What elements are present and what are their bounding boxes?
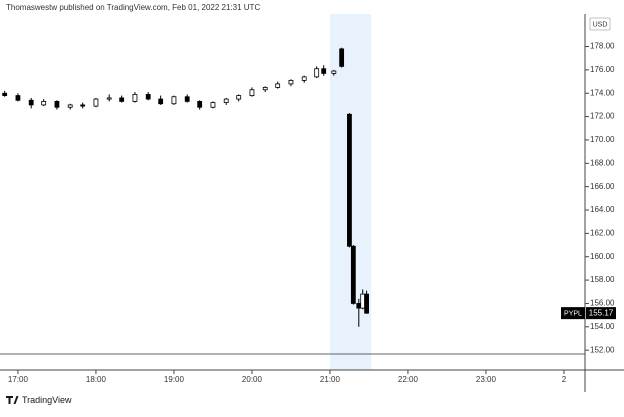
y-tick-label: 152.00 xyxy=(590,345,615,354)
y-tick-label: 168.00 xyxy=(590,158,615,167)
candle-body xyxy=(80,104,86,107)
candle-body xyxy=(54,101,60,108)
x-tick-label: 17:00 xyxy=(8,375,29,384)
x-tick-label: 21:00 xyxy=(320,375,341,384)
y-tick-label: 170.00 xyxy=(590,135,615,144)
header-text: Thomaswestw published on TradingView.com… xyxy=(6,3,260,12)
candle-body xyxy=(28,99,34,106)
currency-label: USD xyxy=(593,21,608,28)
y-tick-label: 174.00 xyxy=(590,88,615,97)
candle-body xyxy=(321,68,327,74)
y-tick-label: 154.00 xyxy=(590,322,615,331)
y-tick-label: 172.00 xyxy=(590,112,615,121)
x-tick-label: 20:00 xyxy=(242,375,263,384)
candle-body xyxy=(41,101,47,106)
symbol-label: PYPL xyxy=(564,310,582,317)
candle-body xyxy=(171,96,177,105)
y-tick-label: 158.00 xyxy=(590,275,615,284)
logo-icon xyxy=(6,396,19,404)
candle-body xyxy=(339,48,345,67)
y-tick-label: 160.00 xyxy=(590,252,615,261)
footer-brand: TradingView xyxy=(22,395,72,405)
plot-area xyxy=(2,14,372,370)
candle-body xyxy=(360,293,366,309)
candle-body xyxy=(288,80,294,85)
candle-body xyxy=(145,94,151,100)
candle-body xyxy=(301,76,307,81)
candle-body xyxy=(262,87,268,91)
candle-body xyxy=(132,94,138,102)
candle-body xyxy=(119,97,125,102)
candle-body xyxy=(93,98,99,107)
currency-box xyxy=(589,17,611,31)
y-tick-label: 166.00 xyxy=(590,182,615,191)
price-label: 155.17 xyxy=(589,309,614,318)
candle-body xyxy=(236,95,242,100)
y-tick-label: 178.00 xyxy=(590,42,615,51)
y-tick-label: 164.00 xyxy=(590,205,615,214)
footer-logo: TradingView xyxy=(6,395,72,405)
candle-body xyxy=(223,98,229,103)
candle-body xyxy=(364,293,370,314)
price-tag xyxy=(586,307,616,320)
candle-body xyxy=(356,303,362,309)
candle-body xyxy=(2,92,8,96)
candle-body xyxy=(314,68,320,78)
candle-body xyxy=(184,96,190,102)
candle-body xyxy=(106,97,112,100)
candle-body xyxy=(331,70,337,74)
candle-body xyxy=(158,98,164,105)
symbol-tag xyxy=(561,307,585,320)
candle-body xyxy=(15,95,21,101)
candle-body xyxy=(249,89,255,96)
candle-body xyxy=(210,102,216,108)
x-tick-label: 22:00 xyxy=(398,375,419,384)
x-tick-label: 2 xyxy=(562,375,567,384)
candle-body xyxy=(275,83,281,88)
candle-body xyxy=(197,101,203,108)
candle-body xyxy=(350,245,356,304)
x-tick-label: 23:00 xyxy=(476,375,497,384)
y-tick-label: 162.00 xyxy=(590,228,615,237)
y-tick-label: 176.00 xyxy=(590,65,615,74)
x-tick-label: 18:00 xyxy=(86,375,107,384)
candle-body xyxy=(347,113,352,247)
candle-body xyxy=(67,104,73,108)
y-tick-label: 156.00 xyxy=(590,299,615,308)
x-tick-label: 19:00 xyxy=(164,375,185,384)
